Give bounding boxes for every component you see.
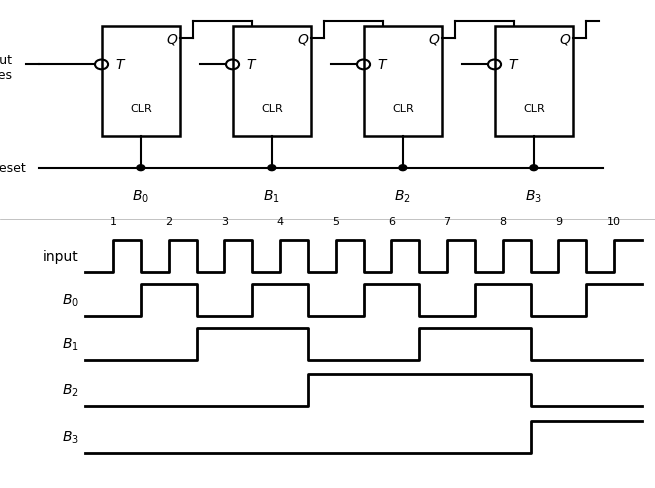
Circle shape — [137, 165, 145, 171]
Text: $T$: $T$ — [115, 58, 127, 72]
Circle shape — [268, 165, 276, 171]
Text: 3: 3 — [221, 217, 228, 227]
Text: $Q$: $Q$ — [166, 32, 178, 46]
Text: reset: reset — [0, 162, 26, 175]
Bar — [102, 27, 180, 137]
Text: 7: 7 — [443, 217, 451, 227]
Bar — [495, 27, 573, 137]
Text: input: input — [43, 249, 79, 263]
Text: $T$: $T$ — [508, 58, 520, 72]
Text: 9: 9 — [555, 217, 562, 227]
Text: CLR: CLR — [130, 104, 152, 114]
Circle shape — [530, 165, 538, 171]
Text: 4: 4 — [276, 217, 284, 227]
Circle shape — [399, 165, 407, 171]
Text: $B_1$: $B_1$ — [62, 336, 79, 352]
Bar — [233, 27, 311, 137]
Text: CLR: CLR — [523, 104, 545, 114]
Text: pulses: pulses — [0, 68, 13, 81]
Text: $B_0$: $B_0$ — [132, 188, 149, 204]
Text: 8: 8 — [499, 217, 506, 227]
Bar — [364, 27, 442, 137]
Text: $B_2$: $B_2$ — [394, 188, 411, 204]
Text: $T$: $T$ — [246, 58, 258, 72]
Text: 6: 6 — [388, 217, 395, 227]
Text: $T$: $T$ — [377, 58, 389, 72]
Text: CLR: CLR — [261, 104, 283, 114]
Text: $Q$: $Q$ — [428, 32, 440, 46]
Text: 2: 2 — [165, 217, 172, 227]
Text: $B_0$: $B_0$ — [62, 292, 79, 308]
Text: $B_3$: $B_3$ — [525, 188, 542, 204]
Text: $B_1$: $B_1$ — [263, 188, 280, 204]
Text: 5: 5 — [332, 217, 339, 227]
Text: input: input — [0, 54, 13, 67]
Text: $Q$: $Q$ — [559, 32, 571, 46]
Text: 1: 1 — [109, 217, 117, 227]
Text: $Q$: $Q$ — [297, 32, 309, 46]
Text: $B_2$: $B_2$ — [62, 382, 79, 399]
Text: CLR: CLR — [392, 104, 414, 114]
Text: $B_3$: $B_3$ — [62, 428, 79, 445]
Text: 10: 10 — [607, 217, 621, 227]
